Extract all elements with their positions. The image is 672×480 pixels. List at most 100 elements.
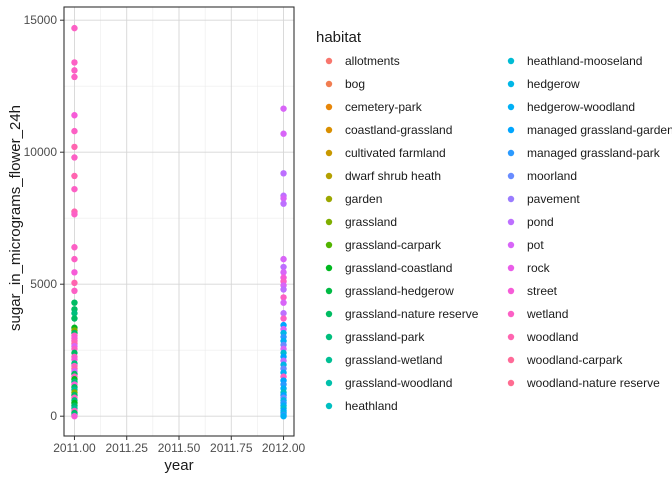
x-tick-label: 2011.00	[53, 441, 96, 455]
legend-key	[507, 264, 515, 272]
data-point	[71, 112, 78, 119]
legend-key	[325, 149, 333, 157]
legend-label: heathland	[345, 399, 398, 413]
legend-item: pot	[507, 238, 544, 252]
legend-key	[507, 80, 515, 88]
y-axis-title: sugar_in_micrograms_flower_24h	[7, 105, 24, 331]
legend-key	[507, 126, 515, 134]
legend-item: rock	[507, 261, 551, 275]
y-tick-label: 10000	[24, 145, 58, 159]
data-point	[71, 244, 78, 251]
legend-key	[507, 241, 515, 249]
legend-key	[507, 287, 515, 295]
legend-key	[325, 287, 333, 295]
legend-item: grassland-wetland	[325, 353, 442, 367]
legend-label: grassland-coastland	[345, 261, 452, 275]
legend-key	[325, 241, 333, 249]
x-tick-label: 2012.00	[262, 441, 306, 455]
legend-item: woodland-nature reserve	[507, 376, 660, 390]
legend-key	[325, 310, 333, 318]
legend-key	[325, 402, 333, 410]
legend-key	[325, 80, 333, 88]
legend-label: grassland-park	[345, 330, 425, 344]
legend-label: cultivated farmland	[345, 146, 446, 160]
data-point	[71, 172, 78, 180]
legend-label: heathland-mooseland	[527, 54, 642, 68]
data-point	[71, 73, 78, 81]
legend-key	[325, 126, 333, 134]
legend-key	[325, 264, 333, 272]
data-point	[71, 299, 78, 306]
data-points	[71, 24, 287, 420]
axes: 2011.00 2011.25 2011.50 2011.75 2012.00 0 5000…	[24, 6, 306, 455]
legend-item: grassland	[325, 215, 397, 229]
data-point	[71, 143, 78, 151]
legend-label: coastland-grassland	[345, 123, 452, 137]
data-point	[71, 310, 78, 317]
data-point	[71, 315, 78, 322]
legend-label: grassland	[345, 215, 397, 229]
legend-key	[325, 333, 333, 341]
y-tick-label: 15000	[24, 13, 58, 27]
legend-label: rock	[527, 261, 551, 275]
y-tick-label: 0	[50, 409, 57, 423]
data-point	[71, 127, 78, 135]
legend-item: dwarf shrub heath	[325, 169, 441, 183]
legend-label: grassland-woodland	[345, 376, 452, 390]
legend-label: pot	[527, 238, 544, 252]
data-point	[280, 200, 287, 207]
legend-item: managed grassland-garden	[507, 123, 672, 137]
data-point	[71, 24, 78, 32]
data-point	[71, 67, 78, 74]
x-tick-label: 2011.25	[105, 441, 148, 455]
data-point	[71, 287, 78, 294]
legend-item: wetland	[507, 307, 568, 321]
legend-item: coastland-grassland	[325, 123, 452, 137]
data-point	[71, 154, 78, 161]
legend-key	[325, 103, 333, 111]
data-point	[280, 170, 287, 177]
data-point	[280, 195, 287, 202]
data-point	[71, 185, 78, 193]
y-tick-label: 5000	[30, 277, 57, 291]
legend-key	[325, 356, 333, 364]
legend-item: garden	[325, 192, 382, 206]
legend-item: heathland-mooseland	[507, 54, 642, 68]
legend-key	[325, 195, 333, 203]
x-tick-label: 2011.75	[210, 441, 253, 455]
legend-key	[325, 172, 333, 180]
legend-item: bog	[325, 77, 365, 91]
legend-key	[507, 172, 515, 180]
legend-label: woodland	[526, 330, 578, 344]
data-point	[280, 255, 287, 263]
legend-item: pavement	[507, 192, 580, 206]
legend-item: cemetery-park	[325, 100, 423, 114]
legend-key	[507, 333, 515, 341]
legend-key	[507, 310, 515, 318]
legend-label: grassland-wetland	[345, 353, 442, 367]
legend-item: cultivated farmland	[325, 146, 446, 160]
data-point	[71, 211, 78, 218]
legend-item: hedgerow-woodland	[507, 100, 635, 114]
legend-label: woodland-nature reserve	[526, 376, 660, 390]
legend-label: woodland-carpark	[526, 353, 623, 367]
legend-key	[507, 356, 515, 364]
plot-panel	[64, 7, 294, 436]
data-point	[280, 310, 287, 317]
data-point	[280, 263, 287, 271]
legend: allotments bog cemetery-park coastland-gras…	[325, 54, 672, 413]
legend-key	[507, 218, 515, 226]
data-point	[280, 269, 287, 276]
legend-label: cemetery-park	[345, 100, 423, 114]
legend-item: moorland	[507, 169, 577, 183]
legend-label: managed grassland-park	[527, 146, 661, 160]
legend-item: grassland-woodland	[325, 376, 452, 390]
legend-label: bog	[345, 77, 365, 91]
data-point	[71, 413, 78, 420]
legend-item: street	[507, 284, 558, 298]
legend-label: grassland-hedgerow	[345, 284, 454, 298]
x-tick-label: 2011.50	[158, 441, 201, 455]
data-point	[71, 279, 78, 287]
data-point	[280, 130, 287, 137]
legend-item: grassland-park	[325, 330, 425, 344]
